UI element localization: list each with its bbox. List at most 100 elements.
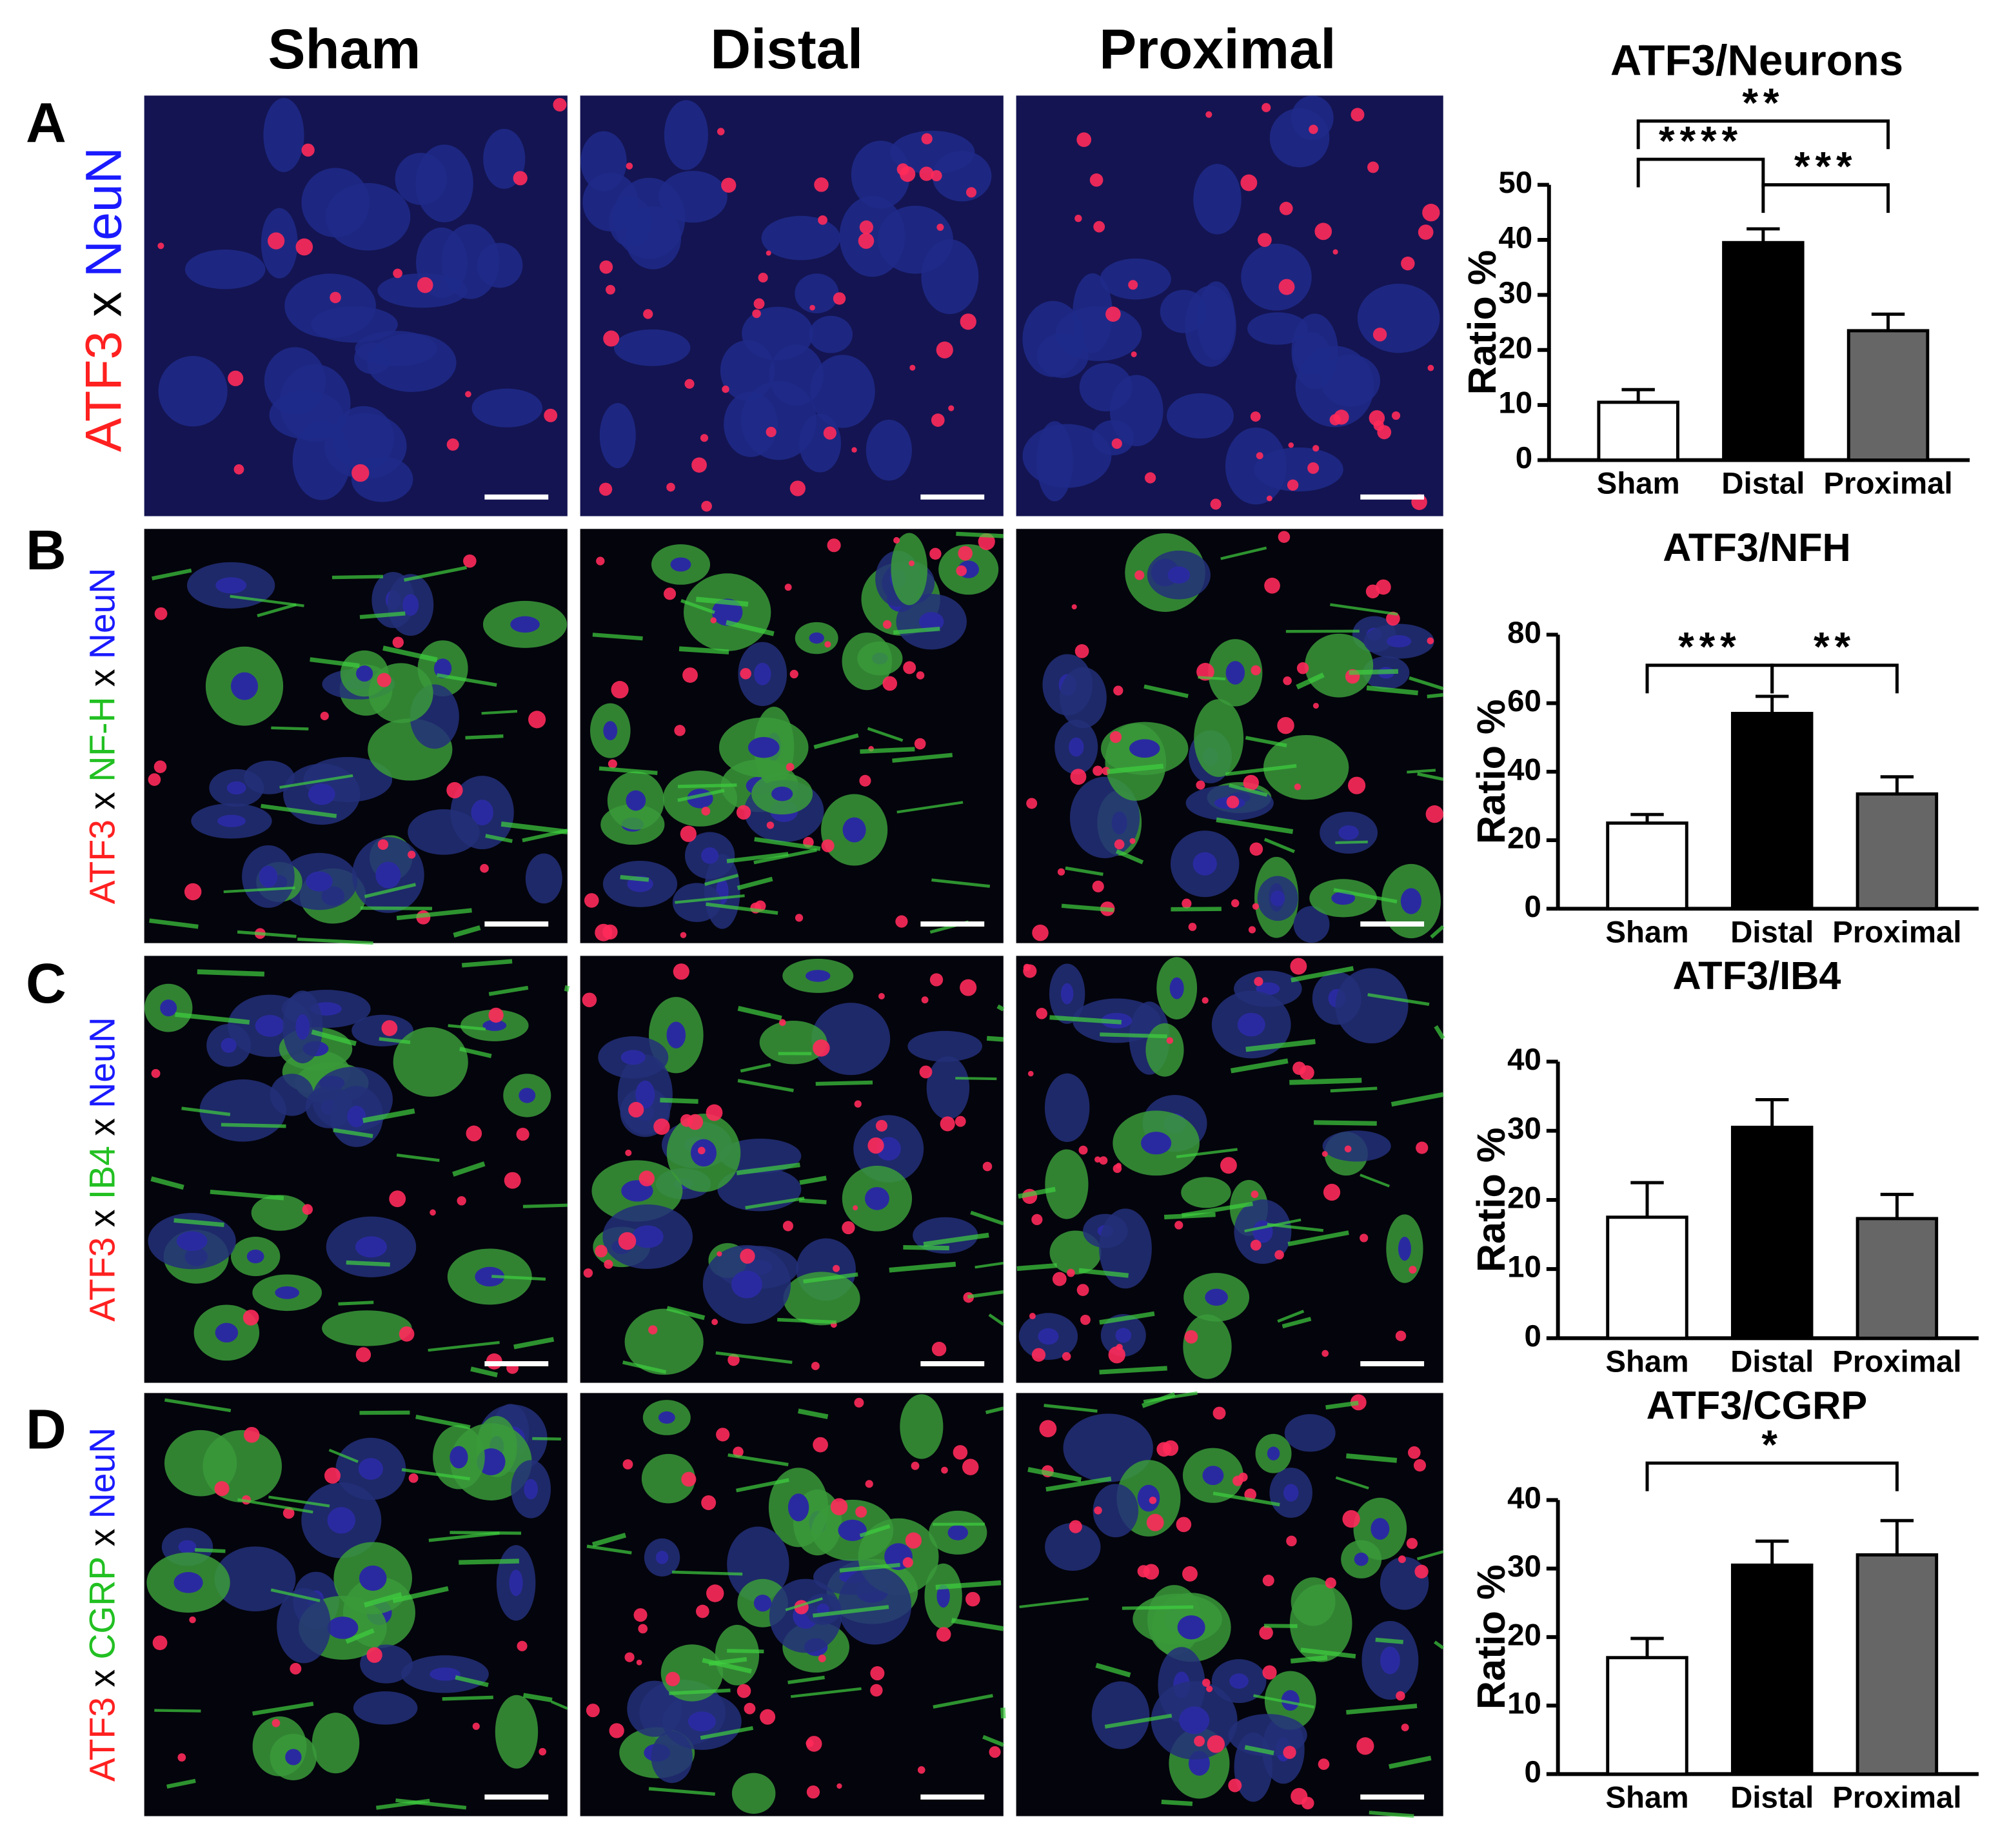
atf3-dot — [821, 839, 835, 852]
fiber — [1366, 685, 1418, 696]
nucleus — [1400, 888, 1422, 914]
atf3-dot — [931, 1341, 947, 1357]
fiber — [896, 801, 964, 814]
row-label-part: x — [82, 1519, 122, 1556]
atf3-dot — [320, 711, 329, 720]
atf3-dot — [1184, 1330, 1198, 1344]
fiber — [620, 875, 649, 882]
cell — [1335, 968, 1409, 1044]
atf3-dot — [1396, 1691, 1405, 1701]
nucleus — [510, 616, 540, 633]
atf3-dot — [1129, 838, 1136, 844]
atf3-dot — [602, 924, 618, 940]
fiber — [1416, 1550, 1444, 1560]
atf3-dot — [595, 1244, 608, 1258]
atf3-dot — [882, 676, 898, 691]
nucleus — [816, 1604, 829, 1615]
cell — [477, 242, 523, 288]
row-label-part: x — [82, 659, 122, 696]
atf3-dot — [465, 391, 471, 398]
fiber — [813, 733, 859, 749]
atf3-dot — [583, 1268, 593, 1278]
atf3-dot — [833, 292, 846, 305]
atf3-dot — [911, 1461, 920, 1470]
atf3-dot — [1194, 1735, 1205, 1747]
nucleus — [259, 865, 278, 888]
cell — [1167, 393, 1234, 438]
x-tick-label: Proximal — [1832, 1344, 1961, 1379]
atf3-dot — [457, 1196, 466, 1206]
atf3-dot — [1228, 1778, 1242, 1793]
atf3-dot — [1108, 1346, 1125, 1364]
atf3-dot — [151, 1068, 161, 1078]
fiber — [1430, 925, 1445, 939]
fiber — [481, 709, 518, 715]
fiber — [1225, 763, 1297, 776]
atf3-dot — [854, 1397, 864, 1408]
atf3-dot — [582, 992, 597, 1008]
chart-title: ATF3/NFH — [1663, 526, 1851, 569]
fiber — [736, 1163, 800, 1175]
atf3-dot — [717, 1251, 722, 1257]
atf3-dot — [859, 774, 871, 787]
fiber — [669, 1688, 731, 1695]
atf3-dot — [893, 536, 900, 544]
panel-letter: A — [26, 92, 66, 155]
fiber — [1244, 1745, 1274, 1756]
cell — [408, 809, 480, 855]
atf3-dot — [1076, 1284, 1089, 1296]
atf3-dot — [351, 464, 370, 482]
x-tick-label: Proximal — [1832, 1780, 1961, 1814]
cell — [312, 1713, 360, 1774]
nucleus — [402, 594, 419, 616]
atf3-dot — [638, 1170, 655, 1186]
atf3-dot — [1176, 1517, 1192, 1533]
nucleus — [666, 1021, 686, 1048]
nucleus — [809, 632, 824, 644]
bar — [1606, 1656, 1688, 1776]
atf3-dot — [1344, 1145, 1352, 1153]
atf3-dot — [664, 587, 677, 600]
fiber — [985, 1406, 1004, 1415]
fiber — [708, 1656, 747, 1666]
fiber — [672, 1570, 743, 1576]
fiber — [726, 620, 775, 636]
nucleus — [947, 1525, 969, 1540]
chart-title: ATF3/Neurons — [1610, 37, 1903, 85]
atf3-dot — [681, 1471, 697, 1487]
nucleus — [295, 1014, 310, 1040]
atf3-dot — [965, 1591, 980, 1607]
atf3-dot — [902, 1557, 913, 1568]
fiber — [1216, 817, 1294, 834]
fiber — [1267, 1223, 1324, 1232]
atf3-dot — [1278, 531, 1291, 543]
atf3-dot — [753, 298, 765, 310]
atf3-dot — [870, 1684, 883, 1697]
atf3-dot — [916, 671, 925, 680]
atf3-dot — [466, 1125, 482, 1142]
nucleus — [1256, 982, 1280, 996]
fiber — [270, 1588, 321, 1602]
atf3-dot — [626, 162, 633, 170]
atf3-dot — [1416, 1141, 1429, 1154]
row-label-part: x — [74, 277, 132, 331]
fiber — [1212, 1491, 1280, 1507]
fiber — [166, 1778, 196, 1789]
atf3-dot — [760, 1709, 776, 1725]
cell — [842, 632, 893, 691]
atf3-dot — [1093, 221, 1105, 233]
y-tick-label: 0 — [1525, 890, 1541, 924]
atf3-dot — [1206, 1686, 1213, 1693]
bar — [1597, 400, 1679, 462]
cell — [641, 1453, 696, 1504]
fiber — [648, 1787, 715, 1796]
fiber — [237, 1498, 313, 1514]
atf3-dot — [795, 914, 804, 922]
atf3-dot — [648, 1325, 658, 1335]
atf3-dot — [1274, 1250, 1284, 1260]
atf3-dot — [696, 1604, 709, 1618]
nucleus — [160, 999, 177, 1017]
cell — [658, 171, 727, 223]
atf3-dot — [609, 1723, 624, 1738]
cell — [324, 413, 407, 480]
